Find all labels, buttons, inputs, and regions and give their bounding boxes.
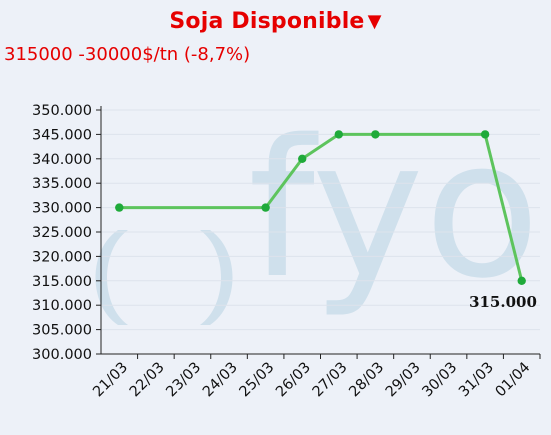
- x-tick-label: 30/03: [420, 360, 461, 401]
- y-tick-label: 310.000: [32, 298, 92, 314]
- x-axis: 21/0322/0323/0324/0325/0326/0327/0328/03…: [90, 353, 541, 401]
- x-tick-label: 22/03: [127, 360, 168, 401]
- x-tick-label: 24/03: [200, 360, 241, 401]
- watermark-right-paren: [200, 230, 233, 325]
- x-tick-label: 23/03: [163, 360, 204, 401]
- last-value-label: 315.000: [469, 293, 537, 311]
- y-tick-label: 300.000: [32, 347, 92, 363]
- y-tick-label: 325.000: [32, 225, 92, 241]
- data-point: [517, 276, 526, 285]
- watermark-text: fyo: [248, 99, 540, 320]
- y-tick-label: 320.000: [32, 249, 92, 265]
- data-point: [334, 130, 343, 139]
- y-tick-label: 330.000: [32, 201, 92, 217]
- data-point: [115, 203, 124, 212]
- x-tick-label: 27/03: [310, 360, 351, 401]
- x-tick-label: 29/03: [383, 360, 424, 401]
- x-tick-label: 28/03: [346, 360, 387, 401]
- data-point: [261, 203, 270, 212]
- x-tick-label: 01/04: [493, 360, 534, 401]
- y-tick-label: 340.000: [32, 152, 92, 168]
- x-tick-label: 31/03: [456, 360, 497, 401]
- chart-title: Soja Disponible ▼: [0, 9, 551, 34]
- series-points: [115, 130, 526, 285]
- y-tick-label: 345.000: [32, 127, 92, 143]
- y-tick-label: 305.000: [32, 323, 92, 339]
- price-change-text: 315000 -30000$/tn (-8,7%): [4, 44, 251, 65]
- x-tick-label: 26/03: [273, 360, 314, 401]
- watermark-left-paren: [95, 230, 128, 325]
- triangle-down-icon: ▼: [367, 11, 382, 32]
- x-tick-label: 21/03: [90, 360, 131, 401]
- x-tick-label: 25/03: [237, 360, 278, 401]
- y-tick-label: 315.000: [32, 274, 92, 290]
- title-text: Soja Disponible: [169, 9, 365, 34]
- y-tick-label: 335.000: [32, 176, 92, 192]
- y-tick-label: 350.000: [32, 103, 92, 119]
- data-point: [298, 154, 307, 163]
- data-point: [371, 130, 380, 139]
- y-axis: 300.000 305.000 310.000 315.000 320.000 325.0…: [32, 103, 102, 363]
- data-point: [480, 130, 490, 139]
